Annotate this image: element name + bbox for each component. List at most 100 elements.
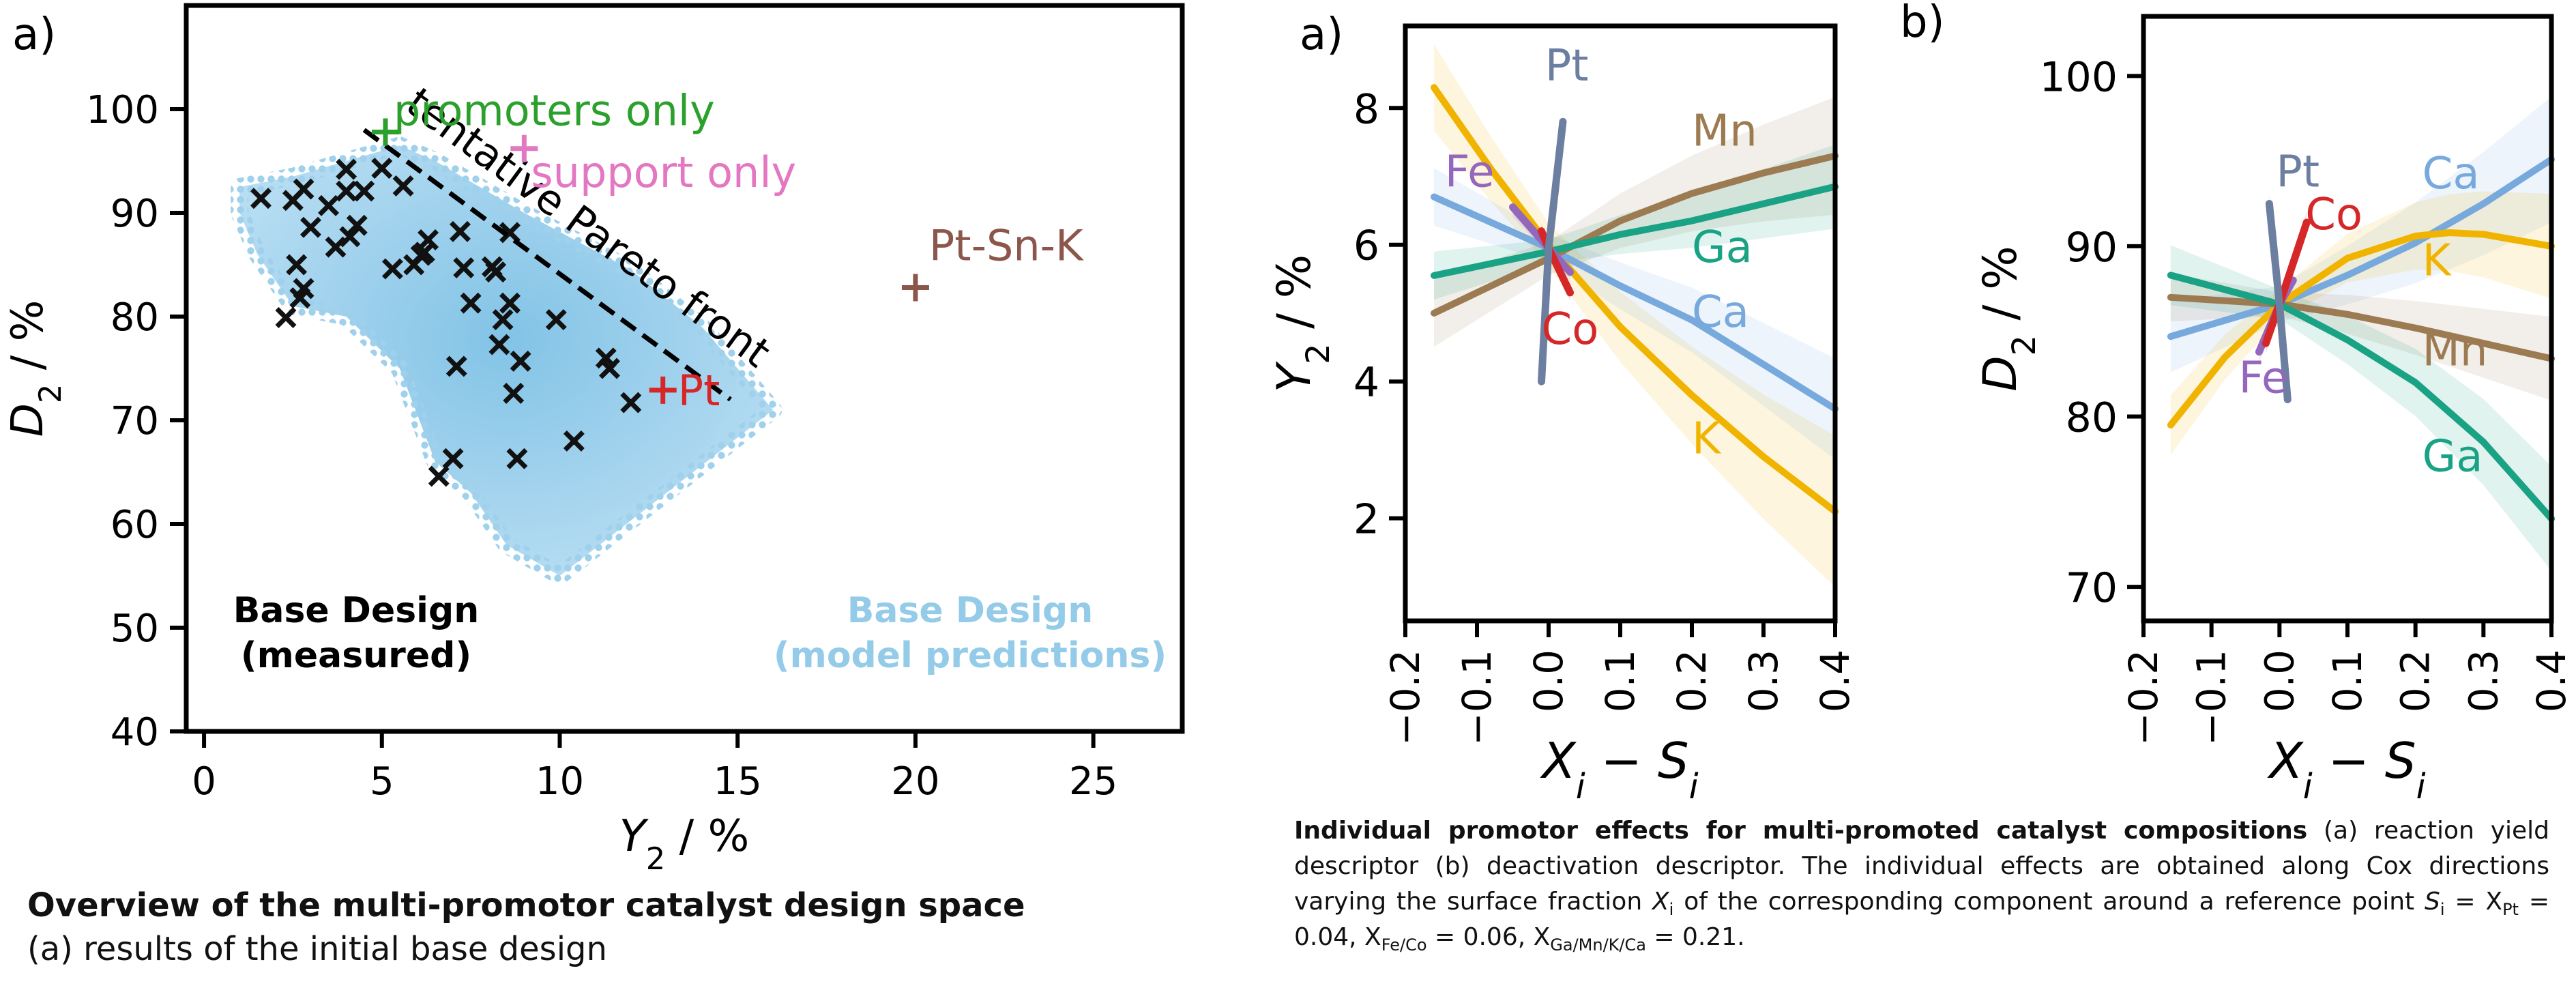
measured-point — [485, 261, 507, 283]
right-caption-var-x: X — [1652, 888, 1669, 916]
measured-point — [499, 292, 521, 314]
measured-point — [510, 350, 531, 372]
right-caption: Individual promotor effects for multi-pr… — [1294, 813, 2549, 955]
band-ga — [2170, 245, 2551, 571]
marker-pt — [649, 376, 677, 404]
right-caption-title: Individual promotor effects for multi-pr… — [1294, 817, 2308, 845]
measured-point — [392, 175, 414, 196]
measured-point — [453, 257, 475, 279]
measured-point — [599, 358, 620, 379]
x-tick-label: 15 — [714, 759, 762, 804]
x-tick-label: 0.4 — [1812, 650, 1858, 712]
marker-pt-sn-k — [901, 274, 929, 302]
line-ga — [2167, 272, 2555, 523]
annotation-pt-sn-k: Pt-Sn-K — [929, 220, 1084, 270]
measured-point — [371, 158, 393, 179]
y-tick-label: 60 — [111, 503, 159, 547]
plot-frame — [1403, 23, 1838, 624]
label-k: K — [1692, 413, 1722, 464]
annotation-support-only: support only — [531, 147, 796, 197]
x-tick-label: 0.2 — [2392, 650, 2439, 712]
label-ga: Ga — [1692, 222, 1753, 273]
annotation-promoters-only: promoters only — [394, 85, 715, 135]
y-tick-label: 100 — [2039, 53, 2118, 101]
line-ca — [1431, 193, 1839, 413]
x-tick-label: 0.1 — [2324, 650, 2371, 712]
y-tick-label: 4 — [1353, 359, 1379, 407]
right-caption-text-4: = 0.04, X — [1294, 888, 2549, 951]
label-fe: Fe — [1445, 147, 1495, 198]
measured-point — [250, 188, 272, 209]
right-caption-text-2: of the corresponding component around a … — [1673, 888, 2425, 916]
measured-point — [620, 392, 642, 413]
line-pt — [2265, 200, 2292, 404]
y-axis-title: D2 / % — [1974, 246, 2043, 391]
measured-point — [336, 158, 357, 180]
x-tick-label: −0.1 — [2189, 650, 2235, 746]
label-ca: Ca — [2423, 149, 2480, 199]
measured-point — [492, 309, 514, 331]
measured-point — [318, 194, 340, 216]
legend-measured-2: (measured) — [241, 635, 471, 676]
x-axis-title: Xi − Si — [2266, 732, 2425, 806]
measured-point — [353, 180, 375, 202]
measured-point — [293, 178, 314, 200]
line-mn — [1431, 152, 1839, 317]
marker-support-only — [510, 134, 538, 162]
measured-point — [336, 180, 357, 202]
x-tick-label: 0.4 — [2528, 650, 2575, 712]
label-mn: Mn — [2423, 326, 2488, 377]
measured-point — [418, 229, 439, 250]
right-caption-var-s-sub: i — [2440, 900, 2445, 920]
x-tick-label: 20 — [891, 759, 939, 804]
x-tick-label: 0.0 — [2256, 650, 2302, 712]
y-axis-title: D2 / % — [3, 300, 68, 437]
measured-point — [275, 307, 297, 328]
x-tick-label: 0.3 — [2460, 650, 2506, 712]
measured-point — [286, 254, 308, 276]
x-tick-label: 10 — [536, 759, 584, 804]
x-tick-label: 0.2 — [1669, 650, 1715, 712]
y-tick-label: 90 — [2066, 224, 2118, 272]
x-tick-label: 0.0 — [1525, 650, 1572, 712]
label-pt: Pt — [1545, 41, 1589, 91]
x-tick-label: 25 — [1069, 759, 1117, 804]
y-tick-label: 8 — [1353, 85, 1379, 133]
measured-point — [563, 430, 585, 452]
measured-point — [325, 236, 347, 258]
y-tick-label: 90 — [111, 192, 159, 236]
right-caption-text-1: (a) reaction yield descriptor (b) deacti… — [1294, 817, 2549, 916]
label-ga: Ga — [2423, 431, 2483, 482]
x-tick-label: 5 — [370, 759, 394, 804]
label-k: K — [2423, 235, 2453, 286]
pareto-front-line — [362, 128, 732, 402]
right-caption-text-6: = 0.21. — [1645, 923, 1745, 951]
y-tick-label: 2 — [1353, 496, 1379, 544]
measured-point — [488, 334, 510, 355]
measured-point — [450, 220, 471, 242]
y-tick-label: 70 — [2066, 564, 2118, 612]
annotation-pt: Pt — [678, 366, 720, 416]
right-caption-text-5: = 0.06, X — [1426, 923, 1551, 951]
right-caption-var-x-sub: i — [1669, 900, 1674, 920]
y-tick-label: 80 — [111, 295, 159, 340]
x-axis-title: Xi − Si — [1539, 732, 1698, 806]
legend-model-2: (model predictions) — [774, 635, 1167, 676]
x-tick-label: −0.2 — [1382, 650, 1429, 746]
plot-frame — [184, 3, 1185, 734]
x-axis-title: Y2 / % — [619, 811, 750, 877]
left-caption-body: (a) results of the initial base design — [27, 930, 607, 968]
y-tick-label: 80 — [2066, 394, 2118, 442]
panel-label: b) — [1900, 0, 1945, 48]
plot-frame — [2141, 14, 2554, 624]
line-k — [2167, 229, 2555, 428]
marker-promoters-only — [372, 118, 399, 146]
x-tick-label: −0.1 — [1454, 650, 1500, 746]
line-ca — [2167, 156, 2555, 340]
right-caption-sub-pt: Pt — [2502, 900, 2519, 920]
y-tick-label: 6 — [1353, 222, 1379, 270]
right-caption-var-s: S — [2424, 888, 2440, 916]
x-tick-label: −0.2 — [2120, 650, 2167, 746]
